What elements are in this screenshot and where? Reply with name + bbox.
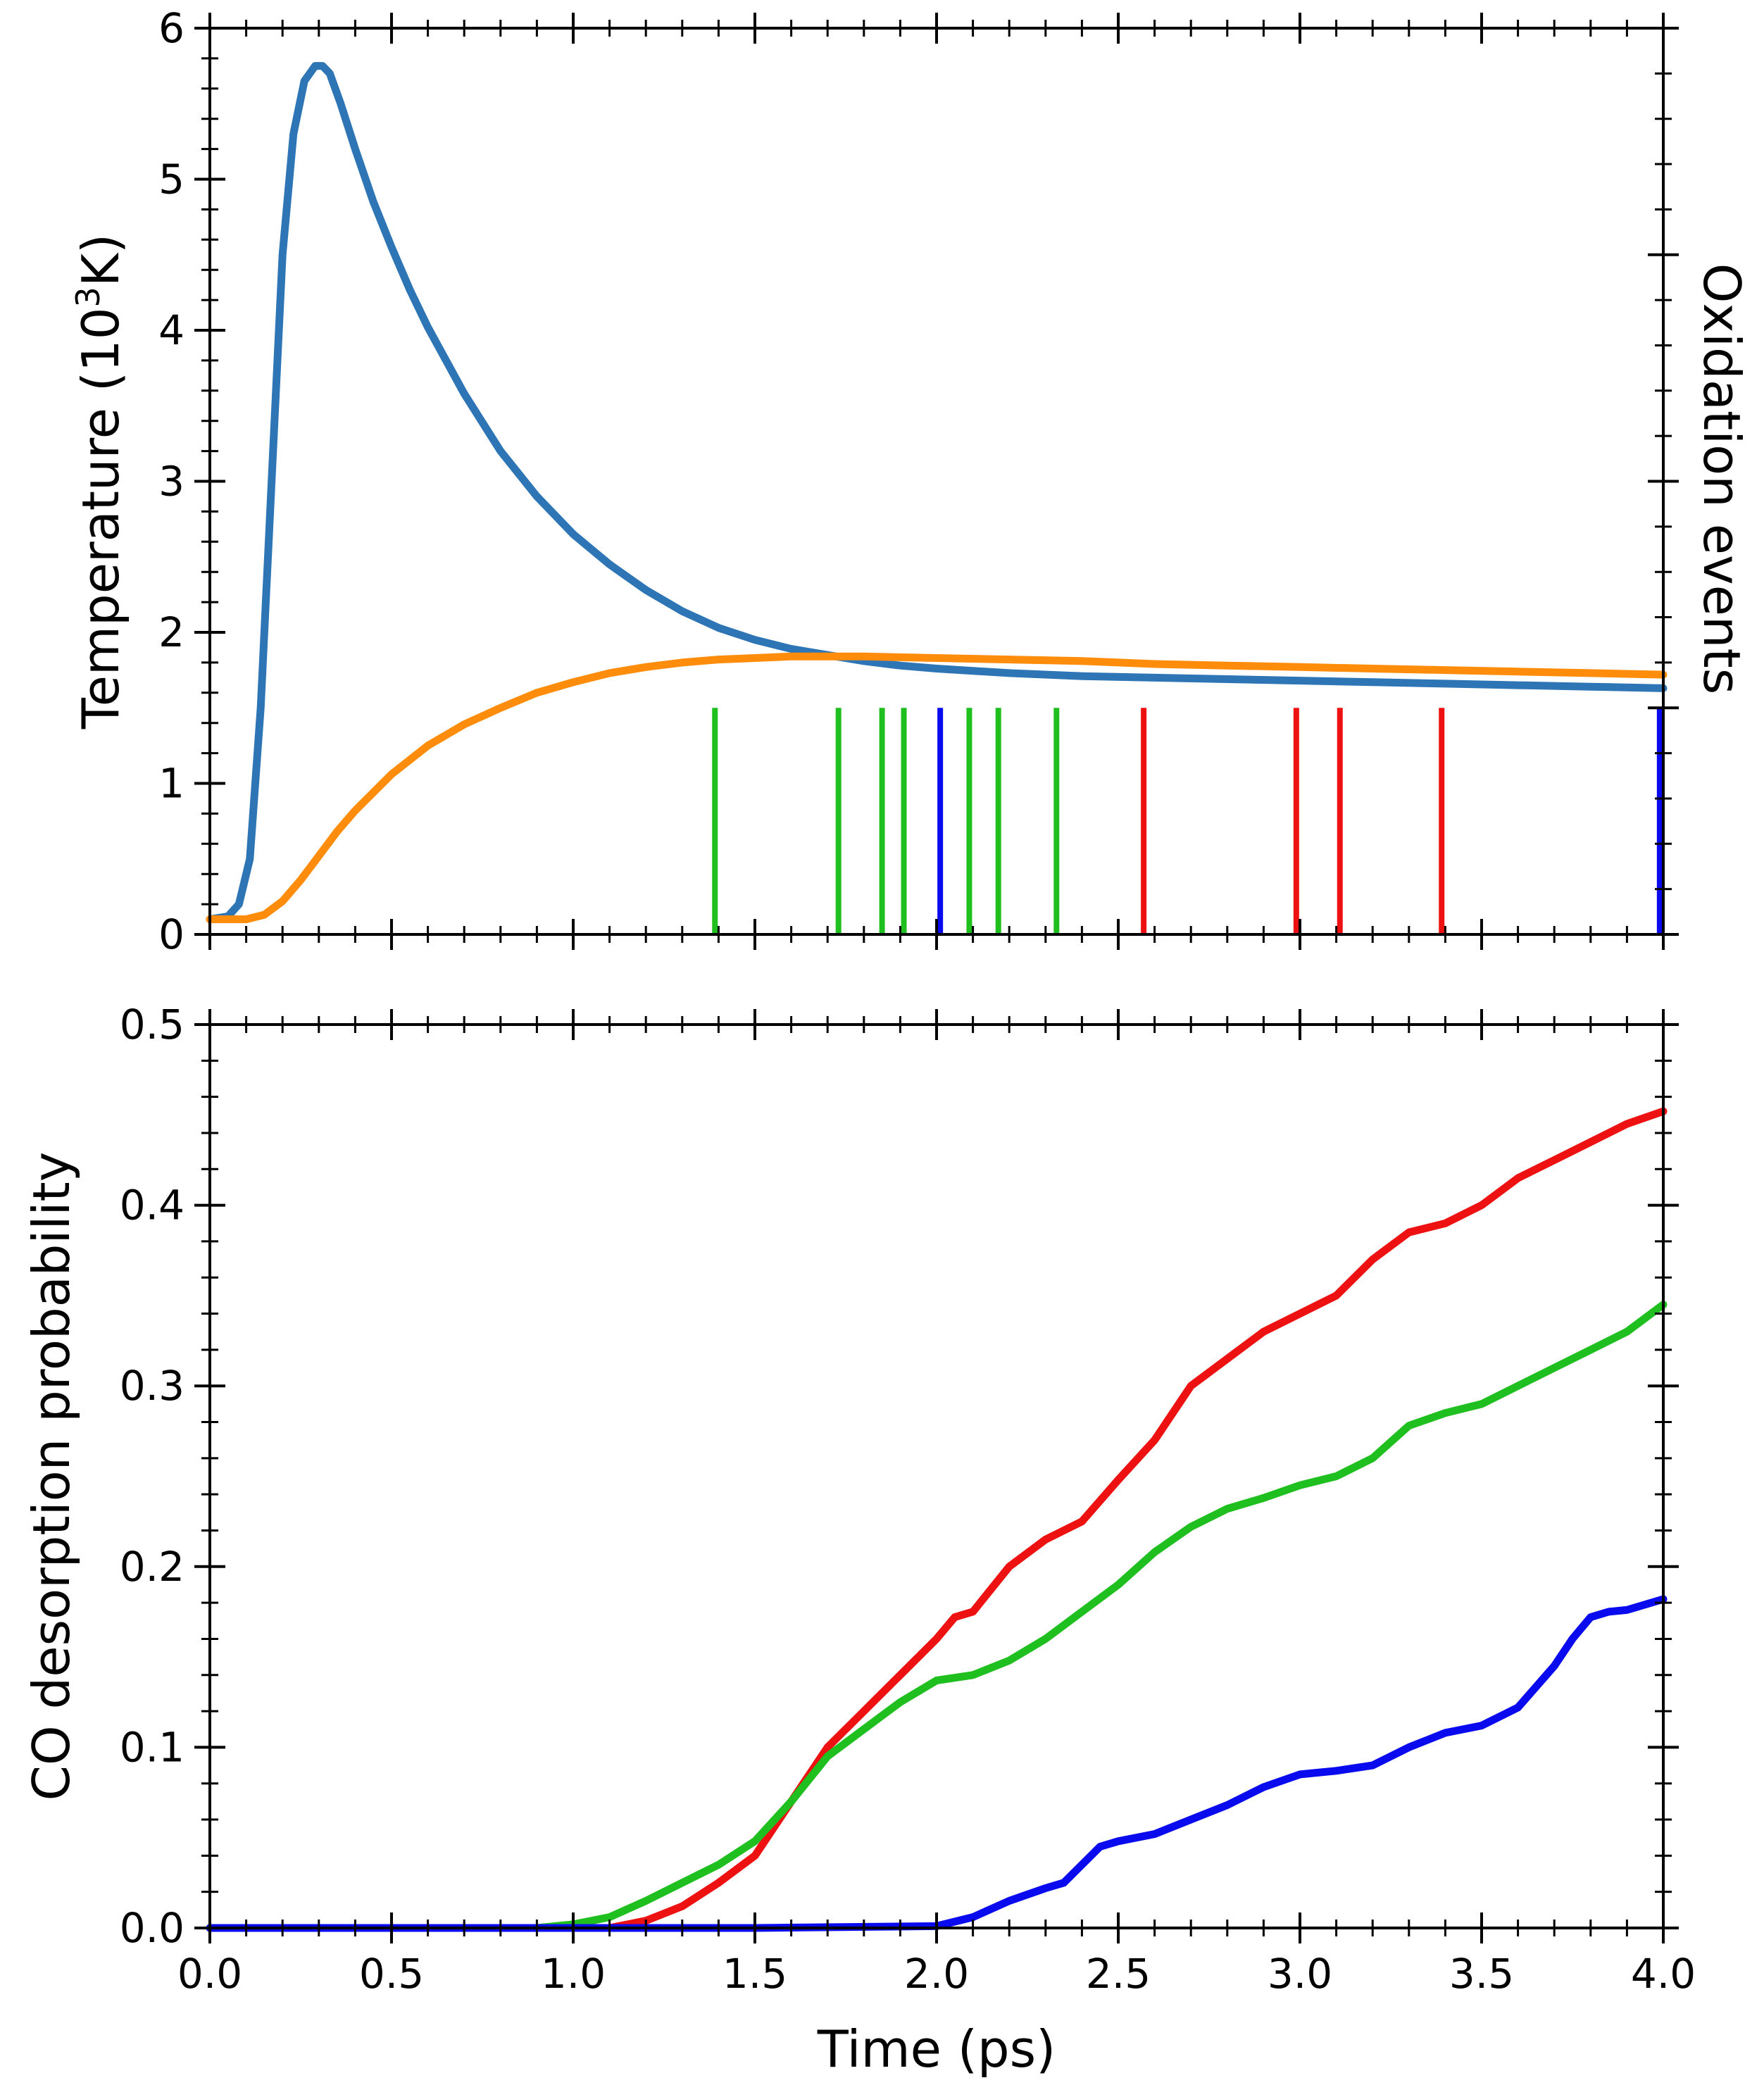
temperature-y-tick-label: 1 [158, 760, 184, 808]
desorption-line-3 [206, 1595, 1668, 1932]
desorption-line-2 [206, 1301, 1668, 1932]
x-tick-label: 1.5 [723, 1950, 787, 1998]
temperature-ticks: 0 1 2 3 4 5 6 [158, 4, 1679, 958]
temperature-axis-label: Temperature (103K) [69, 234, 130, 730]
temperature-panel: 0 1 2 3 4 5 6 Temperature (103K) Oxidation eve… [69, 4, 1751, 958]
desorption-plot-frame [208, 1023, 1665, 1929]
temperature-line-1 [206, 62, 1668, 923]
desorption-y-tick-label: 0.1 [120, 1723, 184, 1771]
oxidation-events-axis-label: Oxidation events [1692, 263, 1751, 695]
x-tick-label: 3.5 [1449, 1950, 1514, 1998]
desorption-y-tick-label: 0.3 [120, 1362, 184, 1410]
temperature-plot-frame [208, 27, 1665, 936]
temperature-y-tick-label: 6 [158, 4, 184, 52]
desorption-y-tick-label: 0.0 [120, 1904, 184, 1952]
oxidation-events-group [712, 708, 1663, 934]
desorption-y-tick-label: 0.5 [120, 1001, 184, 1048]
x-tick-label: 0.0 [177, 1950, 242, 1998]
desorption-line-1 [206, 1107, 1668, 1932]
x-tick-label: 0.5 [359, 1950, 424, 1998]
desorption-ticks: 0.0 0.5 1.0 1.5 2.0 2.5 3.0 3.5 4.0 0.0 0.1 0.2 0.3 0… [120, 1001, 1696, 1998]
desorption-y-tick-label: 0.4 [120, 1182, 184, 1229]
desorption-y-tick-label: 0.2 [120, 1543, 184, 1591]
temperature-y-tick-label: 0 [158, 910, 184, 958]
time-axis-label: Time (ps) [817, 2020, 1056, 2079]
temperature-y-tick-label: 4 [158, 306, 184, 354]
temperature-axis-label-superscript: 3 [69, 287, 107, 307]
desorption-panel: 0.0 0.5 1.0 1.5 2.0 2.5 3.0 3.5 4.0 0.0 0.1 0.2 0.3 0… [22, 1001, 1696, 2079]
temperature-y-tick-label: 5 [158, 156, 184, 204]
temperature-y-tick-label: 2 [158, 608, 184, 656]
temperature-series-group [206, 62, 1668, 923]
temperature-line-2 [206, 652, 1668, 923]
x-tick-label: 2.0 [904, 1950, 969, 1998]
x-tick-label: 1.0 [541, 1950, 606, 1998]
x-tick-label: 4.0 [1631, 1950, 1696, 1998]
x-tick-label: 2.5 [1086, 1950, 1151, 1998]
x-tick-label: 3.0 [1268, 1950, 1332, 1998]
desorption-series-group [206, 1107, 1668, 1932]
desorption-axis-label: CO desorption probability [22, 1152, 81, 1801]
temperature-y-tick-label: 3 [158, 458, 184, 506]
